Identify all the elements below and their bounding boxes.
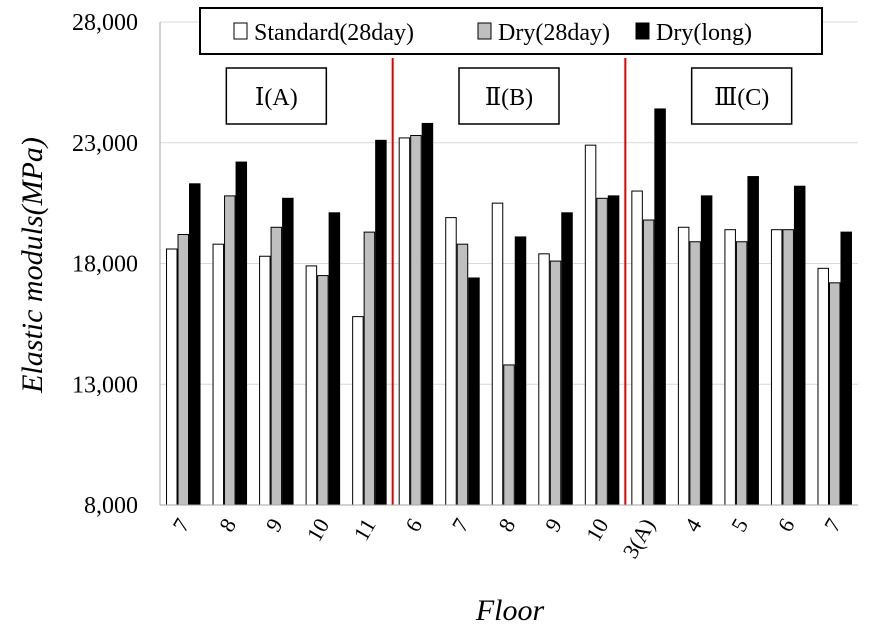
group-labels: Ⅰ(A) Ⅱ(B) Ⅲ(C) [225, 67, 793, 125]
group-label-box [690, 67, 793, 125]
bar-standard-28day-2 [259, 255, 271, 506]
y-axis-title: Elastic moduls(MPa) [16, 137, 49, 394]
bar-dry-28day-4 [363, 231, 376, 506]
bar-standard-28day-12 [724, 229, 736, 506]
y-tick-label: 18,000 [72, 252, 138, 278]
legend-box [199, 7, 823, 55]
bar-dry-long-5 [421, 122, 434, 506]
bar-dry-28day-13 [782, 229, 794, 506]
bar-dry-28day-3 [317, 275, 329, 506]
bar-dry-long-12 [747, 176, 759, 506]
group-separators [391, 58, 627, 505]
bar-standard-28day-9 [584, 144, 597, 506]
bar-standard-28day-13 [770, 229, 783, 506]
legend-swatch [233, 22, 248, 40]
bar-dry-long-0 [189, 183, 201, 506]
x-category-label: 8 [493, 514, 520, 536]
bar-standard-28day-7 [491, 202, 504, 506]
x-category-label: 8 [214, 514, 241, 536]
group-label-box [458, 67, 560, 125]
bar-dry-28day-2 [270, 226, 283, 506]
legend: Standard(28day) Dry(28day) Dry(long) [199, 7, 823, 55]
x-category-label: 7 [447, 514, 474, 536]
x-axis-category-labels: 7 8 9 10 11 6 7 8 9 10 3(A) 4 5 6 7 [167, 514, 846, 562]
x-category-label: 10 [302, 514, 335, 546]
bar-dry-long-8 [561, 212, 573, 506]
x-category-label: 5 [726, 514, 753, 536]
y-tick-label: 13,000 [72, 372, 138, 398]
bar-dry-long-13 [793, 185, 806, 506]
y-tick-label: 28,000 [72, 10, 138, 36]
bar-standard-28day-8 [538, 253, 550, 506]
legend-label: Dry(28day) [498, 20, 610, 46]
bar-dry-long-9 [607, 195, 620, 506]
bar-dry-28day-6 [456, 243, 469, 506]
bar-dry-long-6 [468, 277, 480, 506]
x-category-label: 7 [819, 514, 846, 536]
bar-dry-long-11 [700, 195, 713, 506]
legend-swatch [635, 22, 650, 40]
y-axis-ticks: 8,000 13,000 18,000 23,000 28,000 [72, 10, 138, 519]
bar-dry-28day-12 [735, 241, 748, 506]
y-tick-label: 8,000 [84, 493, 138, 519]
x-category-label: 6 [772, 514, 799, 536]
bar-standard-28day-3 [305, 265, 318, 506]
x-axis-title: Floor [475, 594, 545, 627]
x-category-label: 11 [348, 514, 380, 545]
legend-swatch [477, 22, 492, 40]
x-category-label: 6 [400, 514, 427, 536]
y-tick-label: 23,000 [72, 131, 138, 157]
bar-dry-28day-14 [828, 282, 841, 506]
x-category-label: 7 [167, 514, 194, 536]
group-label: Ⅱ(B) [485, 85, 533, 111]
x-category-label: 3(A) [618, 514, 660, 562]
bar-standard-28day-6 [445, 217, 457, 506]
bar-dry-28day-8 [549, 260, 562, 506]
bar-dry-28day-7 [503, 364, 515, 506]
bar-dry-long-10 [654, 108, 666, 506]
bar-standard-28day-11 [677, 226, 690, 506]
bar-dry-28day-9 [596, 197, 608, 506]
x-category-label: 4 [679, 514, 706, 536]
x-category-label: 9 [260, 514, 287, 536]
bar-standard-28day-10 [631, 190, 643, 506]
bar-standard-28day-5 [398, 137, 411, 506]
bar-standard-28day-4 [352, 316, 364, 506]
legend-label: Standard(28day) [254, 20, 414, 46]
group-label: Ⅰ(A) [255, 85, 298, 111]
bar-dry-28day-0 [177, 234, 190, 506]
bar-standard-28day-14 [817, 267, 829, 506]
bar-dry-long-2 [282, 197, 294, 506]
legend-label: Dry(long) [656, 20, 752, 46]
group-label: Ⅲ(C) [714, 85, 769, 111]
bar-standard-28day-0 [166, 248, 178, 506]
x-category-label: 10 [581, 514, 614, 546]
bar-dry-long-14 [840, 231, 852, 506]
bar-dry-28day-11 [689, 241, 701, 506]
bar-standard-28day-1 [212, 243, 225, 506]
bar-dry-long-3 [328, 212, 341, 506]
group-label-box [225, 67, 328, 125]
bars [166, 108, 852, 506]
bar-dry-28day-1 [224, 195, 236, 506]
bar-dry-long-1 [235, 161, 248, 506]
bar-dry-long-4 [375, 139, 387, 506]
x-category-label: 9 [540, 514, 567, 536]
bar-dry-28day-10 [642, 219, 655, 506]
bar-dry-28day-5 [410, 135, 422, 506]
bar-dry-long-7 [514, 236, 527, 506]
